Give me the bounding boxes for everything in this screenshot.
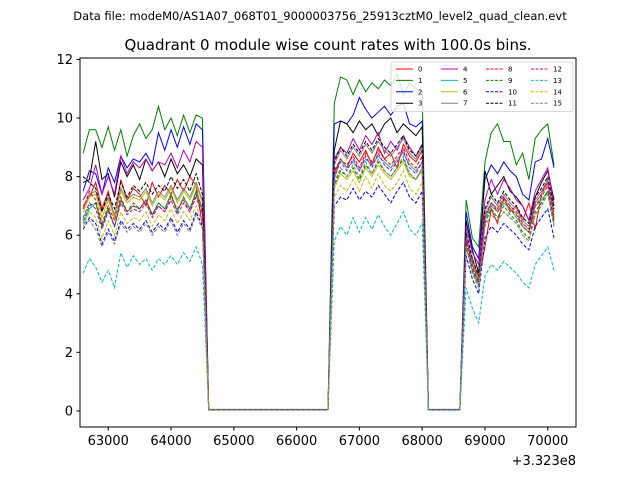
legend-label-5: 5 [463, 77, 467, 85]
y-tick-label: 0 [65, 404, 73, 419]
y-tick-label: 6 [65, 229, 73, 244]
series-line-11 [82, 134, 555, 411]
plot-frame [79, 57, 577, 428]
x-tick-label: 68000 [401, 434, 442, 449]
legend-label-1: 1 [418, 77, 422, 85]
legend-label-0: 0 [418, 66, 422, 74]
x-tick-label: 64000 [150, 434, 191, 449]
legend-label-7: 7 [463, 100, 467, 108]
y-tick-label: 8 [65, 170, 73, 185]
x-tick-label: 65000 [213, 434, 254, 449]
x-tick-label: 70000 [527, 434, 568, 449]
legend-label-15: 15 [553, 100, 562, 108]
x-tick-label: 63000 [88, 434, 129, 449]
axes-layer: 63000 64000 65000 66000 67000 68000 69000 70000… [56, 53, 568, 449]
x-tick-label: 67000 [339, 434, 380, 449]
y-tick-label: 10 [56, 112, 73, 127]
legend-label-9: 9 [508, 77, 512, 85]
legend-label-12: 12 [553, 66, 562, 74]
y-tick-label: 12 [56, 53, 73, 68]
legend-label-11: 11 [508, 100, 517, 108]
legend-label-6: 6 [463, 88, 468, 96]
x-axis-offset-label: +3.323e8 [512, 454, 576, 469]
x-tick-label: 69000 [464, 434, 505, 449]
series-line-15 [82, 154, 555, 411]
legend-label-3: 3 [418, 100, 422, 108]
legend-label-14: 14 [553, 88, 562, 96]
y-tick-label: 4 [65, 287, 73, 302]
y-tick-label: 2 [65, 346, 73, 361]
legend-label-2: 2 [418, 88, 422, 96]
legend-label-4: 4 [463, 66, 468, 74]
series-layer [82, 72, 555, 411]
figure-suptitle: Data file: modeM0/AS1A07_068T01_90000037… [73, 9, 567, 23]
legend-box [390, 61, 574, 112]
legend-label-13: 13 [553, 77, 562, 85]
chart-title: Quadrant 0 module wise count rates with … [124, 36, 531, 54]
legend-label-8: 8 [508, 66, 512, 74]
legend-label-10: 10 [508, 88, 517, 96]
x-tick-label: 66000 [276, 434, 317, 449]
